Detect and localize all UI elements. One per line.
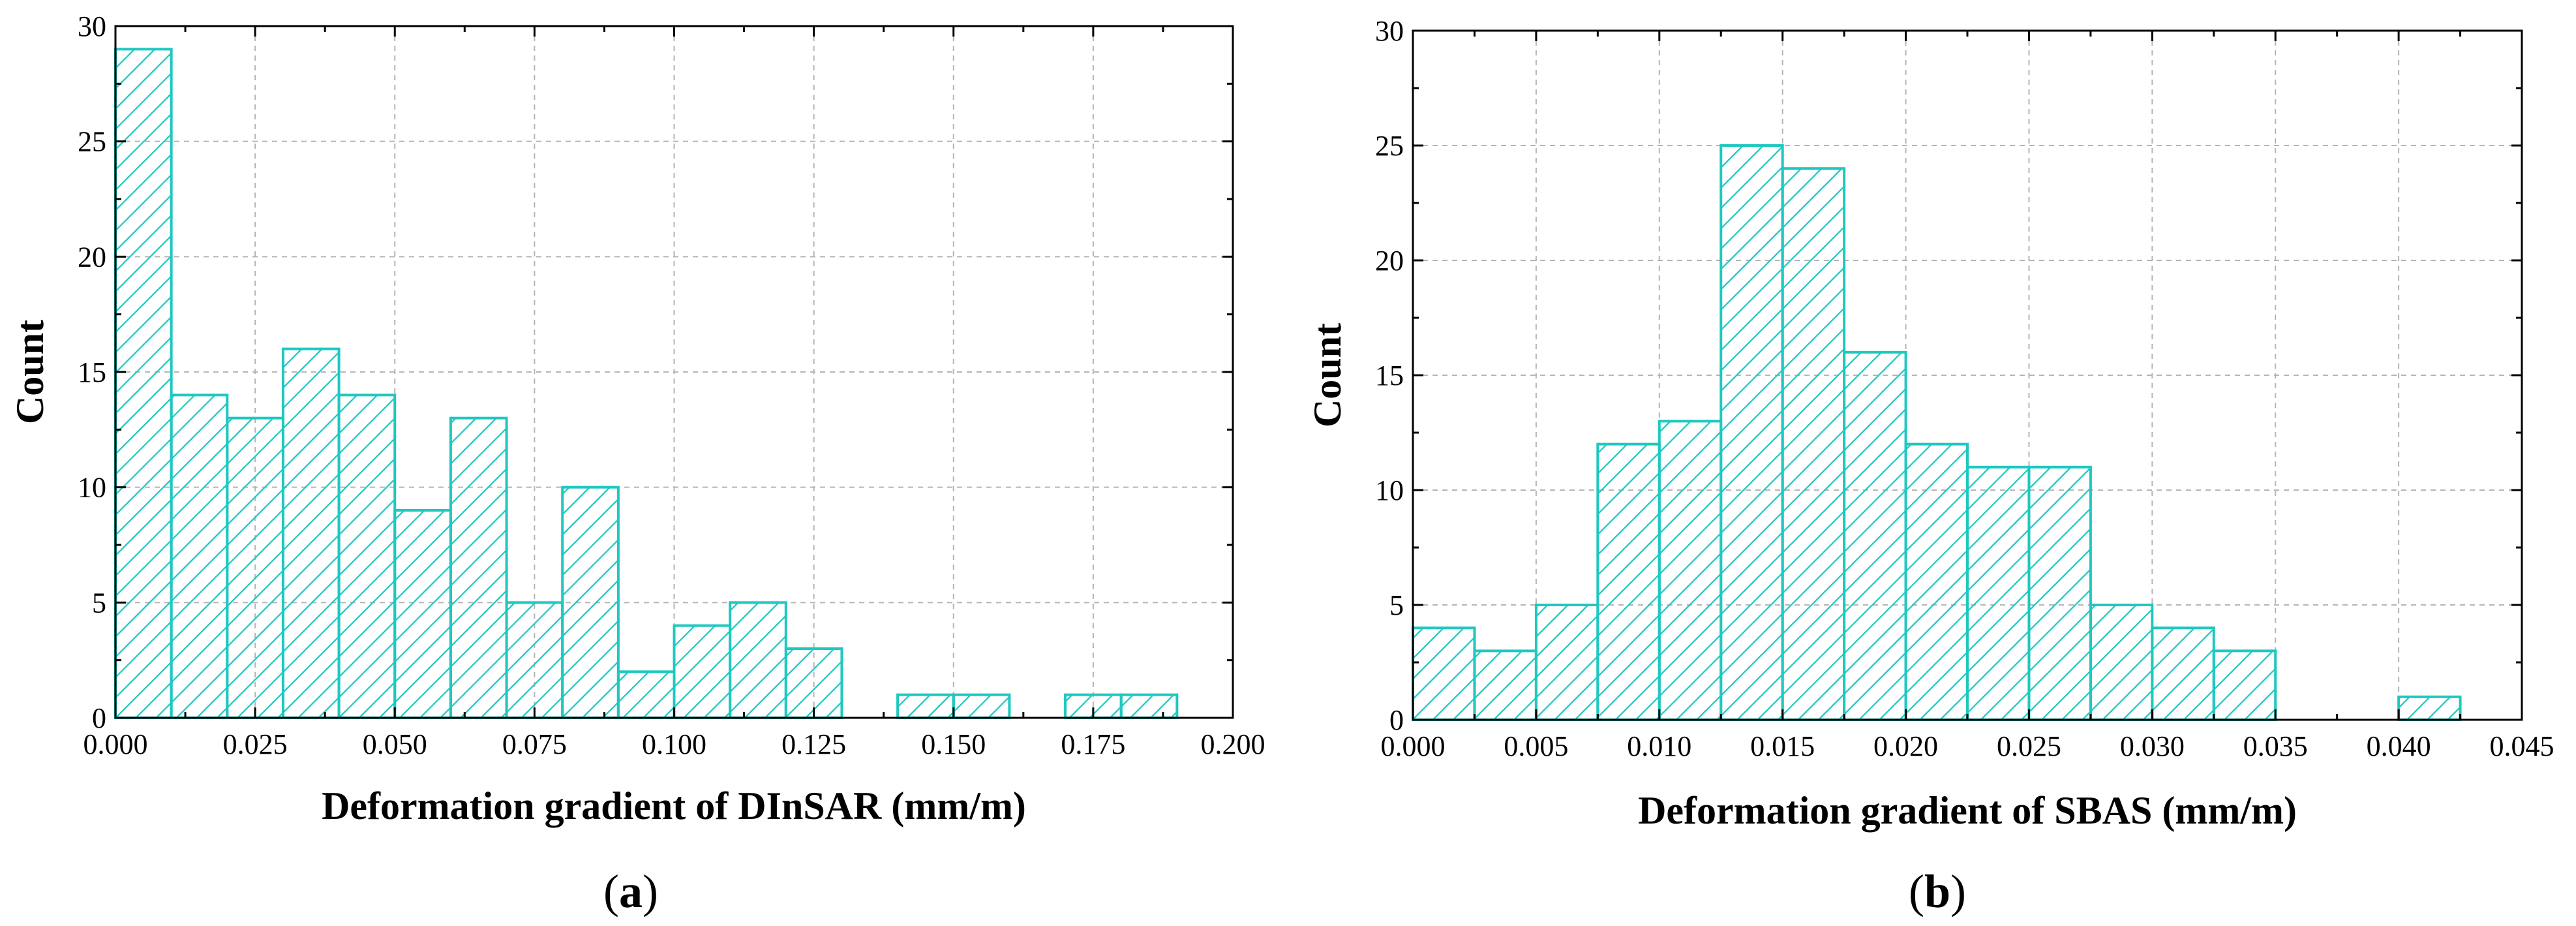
y-tick-label: 0 bbox=[1389, 704, 1404, 736]
histogram-bar bbox=[1904, 442, 1969, 721]
x-tick-label: 0.075 bbox=[502, 728, 567, 760]
histogram-bar bbox=[1658, 420, 1723, 722]
y-tick-label: 20 bbox=[1375, 245, 1404, 277]
histogram-bar bbox=[561, 486, 620, 720]
histogram-bar bbox=[114, 48, 173, 719]
y-tick-label: 10 bbox=[78, 472, 106, 504]
histogram-bar bbox=[2027, 465, 2092, 721]
x-tick-label: 0.200 bbox=[1201, 728, 1265, 760]
histogram-bar bbox=[449, 416, 508, 720]
x-tick-label: 0.000 bbox=[1381, 730, 1446, 762]
bars-b bbox=[1412, 144, 2462, 722]
x-tick-label: 0.150 bbox=[921, 728, 986, 760]
ticks-b: 0.000 0.005 0.010 0.015 0.020 0.025 0.030 0.035… bbox=[1375, 15, 2554, 762]
histogram-bar bbox=[2089, 604, 2154, 721]
x-tick-label: 0.100 bbox=[642, 728, 706, 760]
y-axis-label-a: Count bbox=[8, 320, 52, 424]
x-tick-label: 0.175 bbox=[1061, 728, 1125, 760]
histogram-bar bbox=[1473, 649, 1538, 722]
histogram-bar bbox=[2397, 695, 2462, 722]
panel-label-b: (b) bbox=[1909, 865, 1966, 918]
histogram-bar bbox=[784, 647, 843, 719]
histogram-bar bbox=[226, 416, 284, 720]
x-tick-label: 0.030 bbox=[2120, 730, 2185, 762]
x-tick-label: 0.035 bbox=[2243, 730, 2308, 762]
y-tick-label: 20 bbox=[78, 241, 106, 273]
histogram-bar bbox=[1843, 350, 1907, 721]
histogram-bar bbox=[2212, 649, 2277, 722]
histogram-bar bbox=[1596, 442, 1661, 721]
x-tick-label: 0.020 bbox=[1873, 730, 1938, 762]
x-tick-label: 0.005 bbox=[1504, 730, 1568, 762]
histogram-bar bbox=[1720, 144, 1784, 721]
panel-letter-a: a bbox=[619, 865, 643, 918]
histogram-bar bbox=[2151, 626, 2215, 722]
histogram-bar bbox=[896, 693, 955, 719]
x-tick-label: 0.000 bbox=[83, 728, 148, 760]
histogram-bar bbox=[281, 347, 341, 719]
panel-letter-b: b bbox=[1924, 865, 1950, 918]
histogram-bar bbox=[616, 670, 676, 720]
histogram-bar bbox=[1781, 167, 1846, 721]
y-tick-label: 5 bbox=[92, 587, 106, 619]
bars-a bbox=[114, 48, 1179, 720]
y-tick-label: 15 bbox=[1375, 360, 1404, 392]
histogram-bar bbox=[673, 624, 732, 720]
y-tick-label: 25 bbox=[78, 126, 106, 158]
histogram-bar bbox=[1966, 465, 2031, 721]
chart-panel-a: 0.000 0.025 0.050 0.075 0.100 0.125 0.150 0.175… bbox=[8, 10, 1265, 918]
y-tick-label: 0 bbox=[92, 702, 106, 734]
y-tick-label: 15 bbox=[78, 356, 106, 388]
x-tick-label: 0.045 bbox=[2490, 730, 2554, 762]
histogram-bar bbox=[1119, 693, 1179, 719]
x-tick-label: 0.050 bbox=[363, 728, 427, 760]
ticks-a: 0.000 0.025 0.050 0.075 0.100 0.125 0.150 0.175… bbox=[78, 10, 1265, 760]
histogram-bar bbox=[505, 601, 564, 719]
x-axis-label-a: Deformation gradient of DInSAR (mm/m) bbox=[322, 784, 1026, 827]
y-tick-label: 5 bbox=[1389, 589, 1404, 621]
panel-label-a: (a) bbox=[603, 865, 658, 918]
chart-panel-b: 0.000 0.005 0.010 0.015 0.020 0.025 0.030 0.035… bbox=[1306, 15, 2554, 918]
histogram-bar bbox=[729, 601, 787, 719]
histogram-bar bbox=[337, 394, 397, 719]
x-tick-label: 0.125 bbox=[781, 728, 846, 760]
y-tick-label: 30 bbox=[78, 10, 106, 42]
x-tick-label: 0.040 bbox=[2367, 730, 2431, 762]
x-tick-label: 0.025 bbox=[223, 728, 288, 760]
y-tick-label: 25 bbox=[1375, 130, 1404, 162]
y-tick-label: 10 bbox=[1375, 474, 1404, 506]
x-tick-label: 0.015 bbox=[1750, 730, 1815, 762]
histogram-bar bbox=[170, 394, 229, 719]
y-tick-label: 30 bbox=[1375, 15, 1404, 47]
y-axis-label-b: Count bbox=[1306, 323, 1349, 427]
x-tick-label: 0.010 bbox=[1627, 730, 1691, 762]
x-tick-label: 0.025 bbox=[1997, 730, 2061, 762]
histogram-bar bbox=[952, 693, 1011, 719]
histogram-bar bbox=[1412, 626, 1476, 722]
histogram-bar bbox=[1534, 604, 1599, 721]
x-axis-label-b: Deformation gradient of SBAS (mm/m) bbox=[1638, 789, 2297, 832]
histogram-bar bbox=[393, 509, 452, 719]
